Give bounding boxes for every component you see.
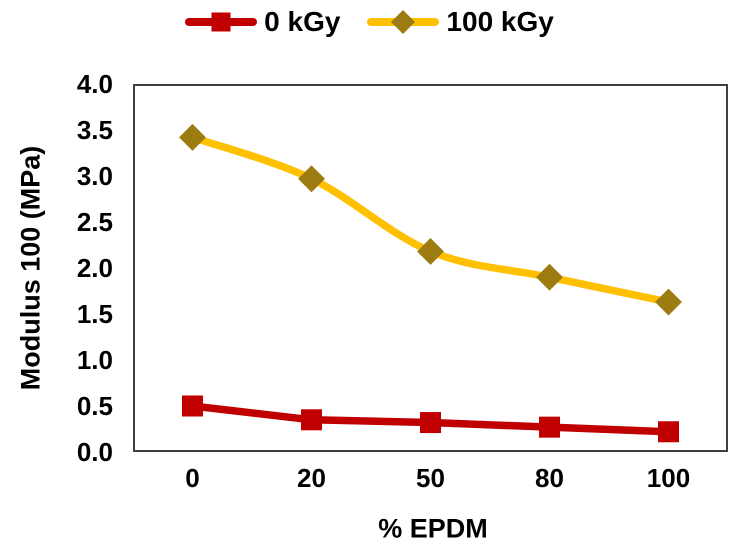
- marker-diamond-100-kgy: [179, 123, 206, 151]
- y-tick-label: 1.5: [76, 299, 113, 329]
- y-tick-label: 3.0: [76, 161, 113, 191]
- y-tick-label: 0.5: [76, 391, 113, 421]
- plot-area: [133, 84, 728, 452]
- y-tick-label: 2.5: [76, 207, 113, 237]
- marker-square-0-kgy: [301, 409, 322, 431]
- legend-label: 0 kGy: [264, 6, 341, 37]
- y-tick-label: 3.5: [76, 115, 113, 145]
- marker-square-0-kgy: [182, 395, 203, 417]
- legend-item-100-kgy: 100 kGy: [366, 5, 554, 39]
- y-tick-label: 4.0: [76, 69, 113, 99]
- marker-square-0-kgy: [539, 416, 560, 438]
- x-tick-label: 100: [646, 463, 691, 493]
- legend-swatch-square-icon: [185, 12, 258, 32]
- x-tick-label: 50: [416, 463, 445, 493]
- legend-swatch-diamond-icon: [367, 9, 440, 35]
- legend-label: 100 kGy: [446, 6, 554, 37]
- x-axis-title: % EPDM: [378, 513, 488, 544]
- marker-square-0-kgy: [420, 412, 441, 434]
- legend: 0 kGy 100 kGy: [0, 5, 738, 39]
- x-tick-label: 80: [535, 463, 564, 493]
- plot-border: [133, 84, 728, 452]
- y-tick-labels: 4.0 3.5 3.0 2.5 2.0 1.5 1.0 0.5 0.0: [0, 69, 113, 467]
- marker-square-0-kgy: [658, 421, 679, 443]
- x-tick-label: 20: [297, 463, 326, 493]
- y-tick-label: 2.0: [76, 253, 113, 283]
- x-tick-labels: 0 20 50 80 100: [133, 463, 728, 495]
- y-tick-label: 1.0: [76, 345, 113, 375]
- legend-item-0-kgy: 0 kGy: [184, 5, 340, 39]
- y-tick-label: 0.0: [76, 437, 113, 467]
- x-tick-label: 0: [185, 463, 200, 493]
